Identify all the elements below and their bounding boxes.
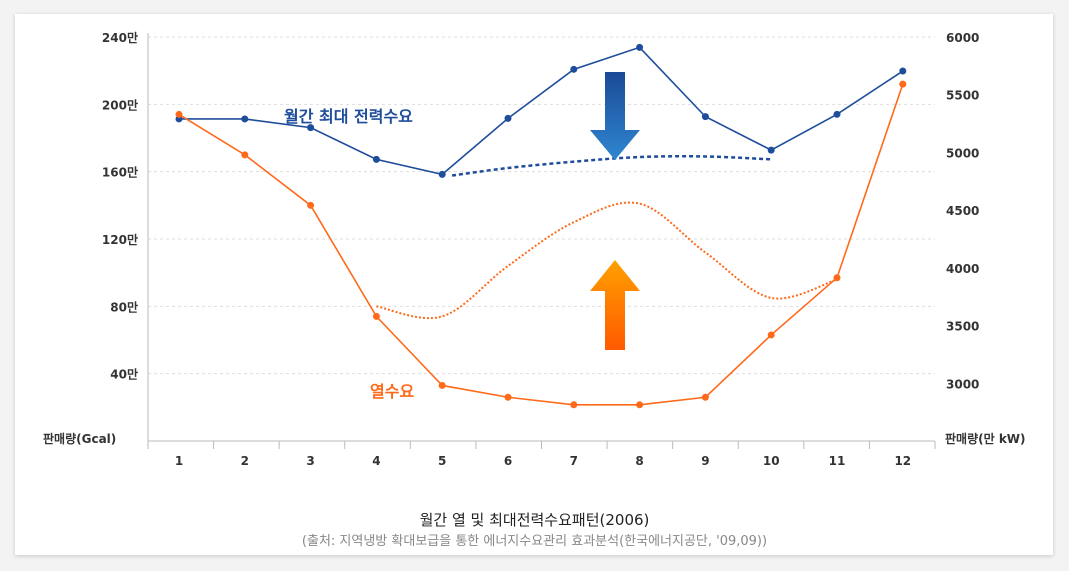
y-left-tick-label: 160만: [102, 165, 138, 180]
data-point: [701, 113, 709, 121]
series-line-0: [179, 46, 904, 176]
data-point: [175, 110, 183, 118]
y-right-tick-label: 4500: [946, 204, 979, 218]
y-right-tick-label: 3000: [946, 377, 979, 391]
data-point: [570, 65, 578, 73]
y-left-tick-label: 240만: [102, 30, 138, 45]
data-point: [307, 124, 315, 132]
decrease-arrow: [590, 72, 640, 160]
data-point: [636, 401, 644, 409]
y-axis-right-label: 판매량(만 kW): [945, 431, 1026, 446]
x-tick-label: 5: [438, 454, 446, 468]
y-axis-left-label: 판매량(Gcal): [43, 431, 116, 446]
y-left-tick-label: 40만: [110, 367, 138, 382]
data-point: [372, 312, 380, 320]
x-tick-label: 10: [763, 454, 780, 468]
x-tick-label: 6: [504, 454, 512, 468]
data-point: [636, 43, 644, 51]
x-tick-label: 3: [306, 454, 314, 468]
series-label-power: 월간 최대 전력수요: [284, 107, 413, 126]
data-point: [504, 114, 512, 122]
x-tick-label: 7: [570, 454, 578, 468]
x-tick-label: 8: [635, 454, 643, 468]
y-left-tick-label: 200만: [102, 97, 138, 112]
x-tick-label: 12: [894, 454, 911, 468]
x-tick-label: 9: [701, 454, 709, 468]
data-point: [307, 201, 315, 209]
x-tick-label: 11: [829, 454, 846, 468]
y-right-tick-label: 6000: [946, 31, 979, 45]
data-point: [438, 170, 446, 178]
x-tick-label: 2: [241, 454, 249, 468]
heat-dotted-curve: [376, 201, 838, 320]
y-left-tick-label: 80만: [110, 299, 138, 314]
x-tick-label: 4: [372, 454, 380, 468]
x-tick-label: 1: [175, 454, 183, 468]
data-point: [372, 155, 380, 163]
power-dotted-curve: [451, 155, 772, 177]
data-point: [701, 393, 709, 401]
series-line-1: [178, 83, 904, 406]
data-point: [438, 381, 446, 389]
data-point: [504, 393, 512, 401]
y-right-tick-label: 4000: [946, 262, 979, 276]
data-point: [570, 401, 578, 409]
chart-source: (출처: 지역냉방 확대보급을 통한 에너지수요관리 효과분석(한국에너지공단,…: [301, 534, 768, 549]
data-point: [833, 274, 841, 282]
data-point: [899, 80, 907, 88]
series-label-heat: 열수요: [370, 382, 414, 401]
data-point: [241, 151, 249, 159]
data-point: [899, 67, 907, 75]
y-right-tick-label: 5000: [946, 146, 979, 160]
y-right-tick-label: 5500: [946, 89, 979, 103]
chart-title: 월간 열 및 최대전력수요패턴(2006): [419, 511, 650, 529]
data-point: [833, 110, 841, 118]
data-point: [767, 331, 775, 339]
increase-arrow: [590, 260, 640, 350]
y-right-tick-label: 3500: [946, 320, 979, 334]
y-left-tick-label: 120만: [102, 232, 138, 247]
data-point: [767, 146, 775, 154]
data-point: [241, 115, 249, 123]
